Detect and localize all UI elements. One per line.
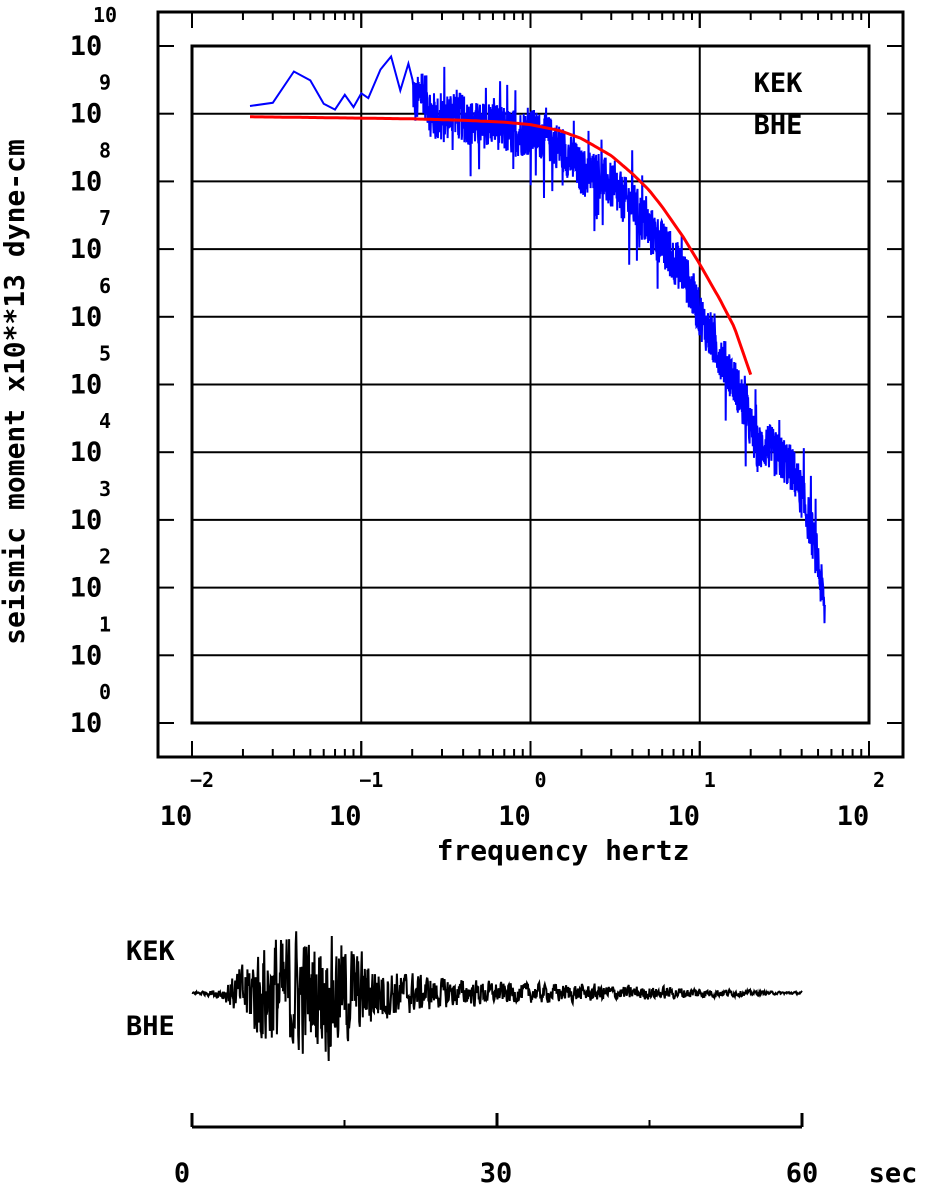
time-tick-label-60: 60 — [786, 1158, 819, 1184]
waveform-layer — [191, 931, 803, 1062]
time-tick-label-30: 30 — [480, 1158, 513, 1184]
time-ticks — [190, 1113, 804, 1127]
y-tick-label-exponent: 10 — [93, 3, 117, 27]
x-tick-label-base: 10 — [667, 801, 700, 832]
observed-spectrum-line — [249, 54, 827, 624]
x-axis-label: frequency hertz — [437, 834, 690, 867]
y-tick-label-base: 10 — [70, 437, 103, 468]
y-tick-label-base: 10 — [70, 302, 103, 333]
seismogram-trace — [191, 931, 803, 1062]
series-layer — [249, 54, 827, 624]
x-tick-label-base: 10 — [329, 801, 362, 832]
x-tick-label-base: 10 — [160, 801, 193, 832]
x-tick-label-base: 10 — [837, 801, 870, 832]
y-tick-label-exponent: 6 — [99, 274, 111, 298]
x-tick-label-base: 10 — [498, 801, 531, 832]
x-tick-label-exponent: 1 — [704, 768, 716, 792]
x-tick-label-exponent: −1 — [359, 768, 383, 792]
y-tick-label-exponent: 5 — [99, 342, 111, 366]
x-tick-label-exponent: 2 — [873, 768, 885, 792]
station-label: KEK — [754, 68, 804, 99]
y-tick-label-exponent: 9 — [99, 71, 111, 95]
y-tick-label-exponent: 1 — [99, 612, 111, 636]
y-tick-label-exponent: 2 — [99, 545, 111, 569]
x-tick-label-exponent: −2 — [190, 768, 214, 792]
y-tick-label-base: 10 — [70, 370, 103, 401]
y-tick-label-base: 10 — [70, 640, 103, 671]
y-tick-label-base: 10 — [70, 99, 103, 130]
waveform-station-label: KEK — [126, 936, 176, 967]
x-tick-label-exponent: 0 — [534, 768, 546, 792]
outer-ticks — [158, 12, 903, 757]
y-tick-label-base: 10 — [70, 505, 103, 536]
y-tick-labels: 10 0 10 1 10 2 10 3 10 4 10 5 10 6 10 7 10 8 10 9 10 10 — [70, 3, 117, 739]
grid — [192, 46, 869, 723]
channel-label: BHE — [754, 110, 803, 141]
waveform-plot: KEK BHE 0 30 60 sec — [126, 931, 917, 1184]
y-tick-label-base: 10 — [70, 708, 103, 739]
y-tick-label-exponent: 0 — [99, 680, 111, 704]
y-tick-label-exponent: 7 — [99, 206, 111, 230]
model-fit-line — [250, 115, 753, 376]
time-unit-label: sec — [869, 1158, 918, 1184]
y-tick-label-exponent: 8 — [99, 138, 111, 162]
y-tick-label-base: 10 — [70, 234, 103, 265]
y-tick-label-exponent: 3 — [99, 477, 111, 501]
y-tick-label-base: 10 — [70, 573, 103, 604]
y-tick-label-base: 10 — [70, 31, 103, 62]
y-axis-label: seismic moment x10**13 dyne-cm — [0, 139, 31, 645]
y-tick-label-base: 10 — [70, 166, 103, 197]
waveform-channel-label: BHE — [126, 1011, 175, 1042]
y-tick-label-exponent: 4 — [99, 409, 111, 433]
time-tick-label-0: 0 — [174, 1158, 190, 1184]
